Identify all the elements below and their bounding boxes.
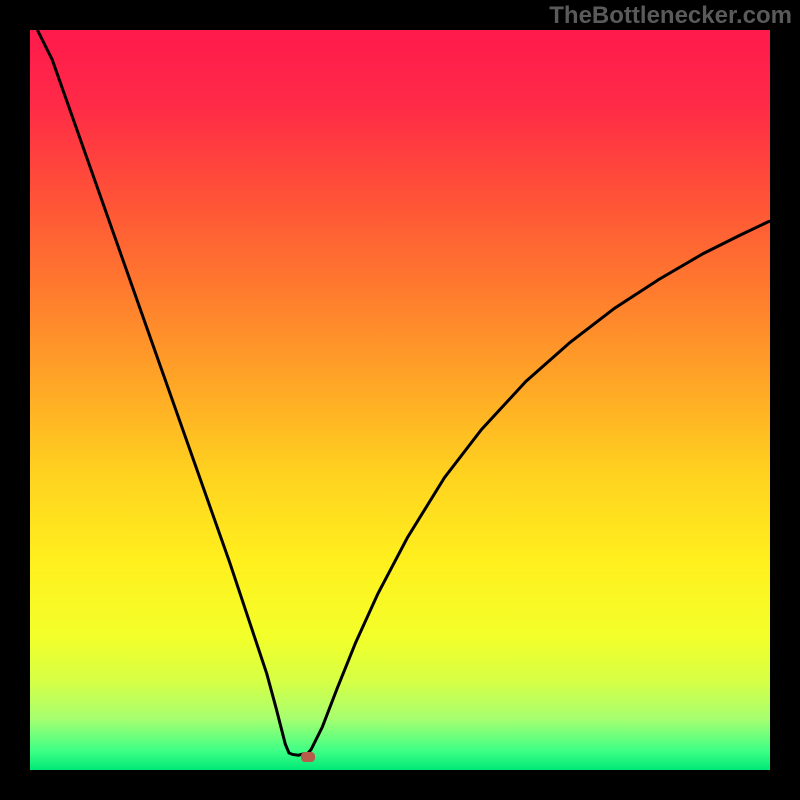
minimum-marker (301, 752, 315, 762)
bottleneck-curve (30, 30, 770, 770)
watermark-text: TheBottlenecker.com (549, 2, 792, 30)
chart-container: TheBottlenecker.com (0, 0, 800, 800)
plot-area (30, 30, 770, 770)
curve-path (37, 30, 770, 755)
